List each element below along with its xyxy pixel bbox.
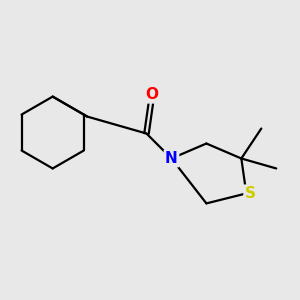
Text: O: O — [145, 87, 158, 102]
Text: S: S — [245, 186, 256, 201]
Text: N: N — [165, 151, 178, 166]
